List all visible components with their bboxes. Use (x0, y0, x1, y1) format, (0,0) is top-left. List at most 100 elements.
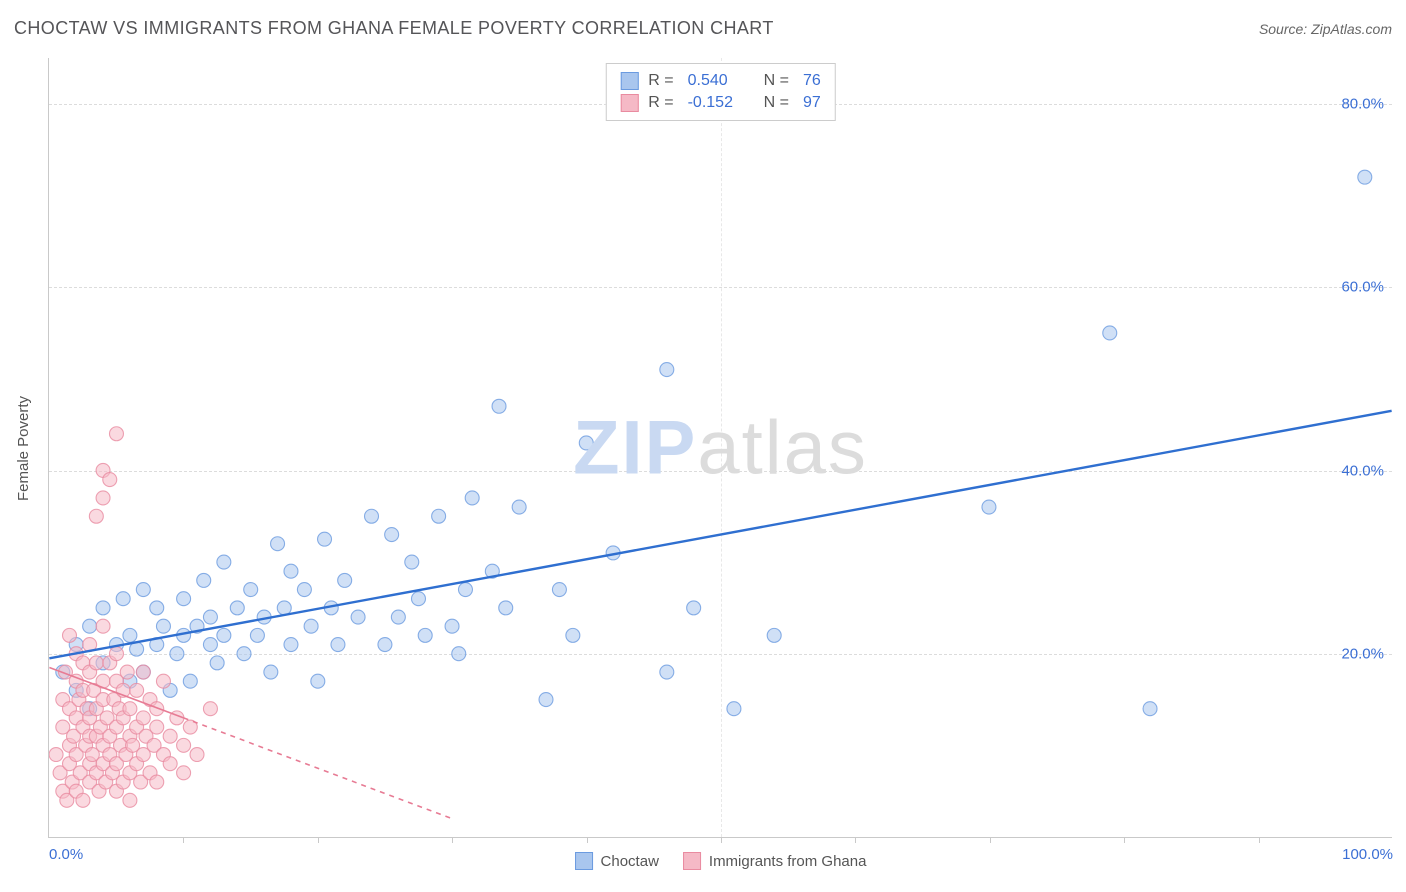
scatter-point (136, 711, 150, 725)
scatter-point (163, 729, 177, 743)
scatter-point (203, 702, 217, 716)
scatter-point (197, 573, 211, 587)
scatter-point (109, 427, 123, 441)
scatter-point (217, 555, 231, 569)
scatter-point (150, 601, 164, 615)
legend-bottom: Choctaw Immigrants from Ghana (575, 852, 867, 870)
scatter-point (452, 647, 466, 661)
scatter-point (150, 702, 164, 716)
scatter-point (217, 628, 231, 642)
legend-swatch (575, 852, 593, 870)
legend-bottom-label: Choctaw (601, 853, 659, 870)
scatter-point (170, 647, 184, 661)
scatter-point (391, 610, 405, 624)
legend-top: R =0.540N =76R =-0.152N =97 (605, 63, 835, 121)
scatter-point (492, 399, 506, 413)
scatter-point (767, 628, 781, 642)
y-axis-label-container: Female Poverty (14, 58, 34, 838)
scatter-point (190, 748, 204, 762)
legend-n-label: N = (764, 72, 789, 90)
chart-header: CHOCTAW VS IMMIGRANTS FROM GHANA FEMALE … (14, 18, 1392, 39)
legend-top-row: R =-0.152N =97 (620, 92, 820, 114)
scatter-point (579, 436, 593, 450)
scatter-point (123, 793, 137, 807)
scatter-point (123, 702, 137, 716)
scatter-point (271, 537, 285, 551)
scatter-point (183, 674, 197, 688)
scatter-point (445, 619, 459, 633)
scatter-point (297, 583, 311, 597)
scatter-point (512, 500, 526, 514)
legend-n-value: 76 (803, 72, 821, 90)
scatter-point (210, 656, 224, 670)
scatter-point (338, 573, 352, 587)
scatter-point (1103, 326, 1117, 340)
legend-swatch (620, 72, 638, 90)
legend-swatch (620, 94, 638, 112)
scatter-point (83, 619, 97, 633)
scatter-point (304, 619, 318, 633)
scatter-point (284, 638, 298, 652)
scatter-point (96, 491, 110, 505)
x-tick-mark (1259, 837, 1260, 843)
scatter-point (284, 564, 298, 578)
scatter-point (378, 638, 392, 652)
legend-bottom-item: Immigrants from Ghana (683, 852, 867, 870)
scatter-point (458, 583, 472, 597)
scatter-point (150, 720, 164, 734)
scatter-point (432, 509, 446, 523)
scatter-point (96, 601, 110, 615)
scatter-point (385, 528, 399, 542)
scatter-point (660, 665, 674, 679)
scatter-point (156, 619, 170, 633)
scatter-point (264, 665, 278, 679)
scatter-point (156, 674, 170, 688)
scatter-point (331, 638, 345, 652)
scatter-point (96, 619, 110, 633)
scatter-point (63, 628, 77, 642)
trend-line (49, 411, 1391, 658)
x-tick-mark (1124, 837, 1125, 843)
scatter-point (130, 683, 144, 697)
scatter-point (49, 748, 63, 762)
scatter-point (123, 628, 137, 642)
scatter-point (277, 601, 291, 615)
chart-title: CHOCTAW VS IMMIGRANTS FROM GHANA FEMALE … (14, 18, 774, 39)
scatter-point (311, 674, 325, 688)
scatter-point (566, 628, 580, 642)
scatter-point (1358, 170, 1372, 184)
legend-r-value: -0.152 (688, 94, 742, 112)
scatter-point (103, 473, 117, 487)
scatter-point (116, 592, 130, 606)
x-tick-mark (855, 837, 856, 843)
trend-line-dashed (184, 718, 452, 819)
scatter-point (465, 491, 479, 505)
scatter-point (89, 509, 103, 523)
scatter-point (120, 665, 134, 679)
scatter-point (244, 583, 258, 597)
legend-r-label: R = (648, 94, 673, 112)
scatter-point (177, 766, 191, 780)
scatter-point (552, 583, 566, 597)
scatter-point (1143, 702, 1157, 716)
scatter-point (411, 592, 425, 606)
chart-source: Source: ZipAtlas.com (1259, 21, 1392, 37)
scatter-point (318, 532, 332, 546)
scatter-point (365, 509, 379, 523)
legend-n-value: 97 (803, 94, 821, 112)
legend-r-label: R = (648, 72, 673, 90)
scatter-point (177, 592, 191, 606)
x-tick-mark (318, 837, 319, 843)
x-tick-mark (452, 837, 453, 843)
legend-top-row: R =0.540N =76 (620, 70, 820, 92)
scatter-point (203, 610, 217, 624)
scatter-point (250, 628, 264, 642)
x-tick-mark (183, 837, 184, 843)
scatter-point (163, 757, 177, 771)
scatter-point (76, 793, 90, 807)
plot-area: R =0.540N =76R =-0.152N =97 ZIPatlas Cho… (48, 58, 1392, 838)
scatter-point (203, 638, 217, 652)
scatter-point (237, 647, 251, 661)
scatter-point (351, 610, 365, 624)
scatter-point (539, 693, 553, 707)
